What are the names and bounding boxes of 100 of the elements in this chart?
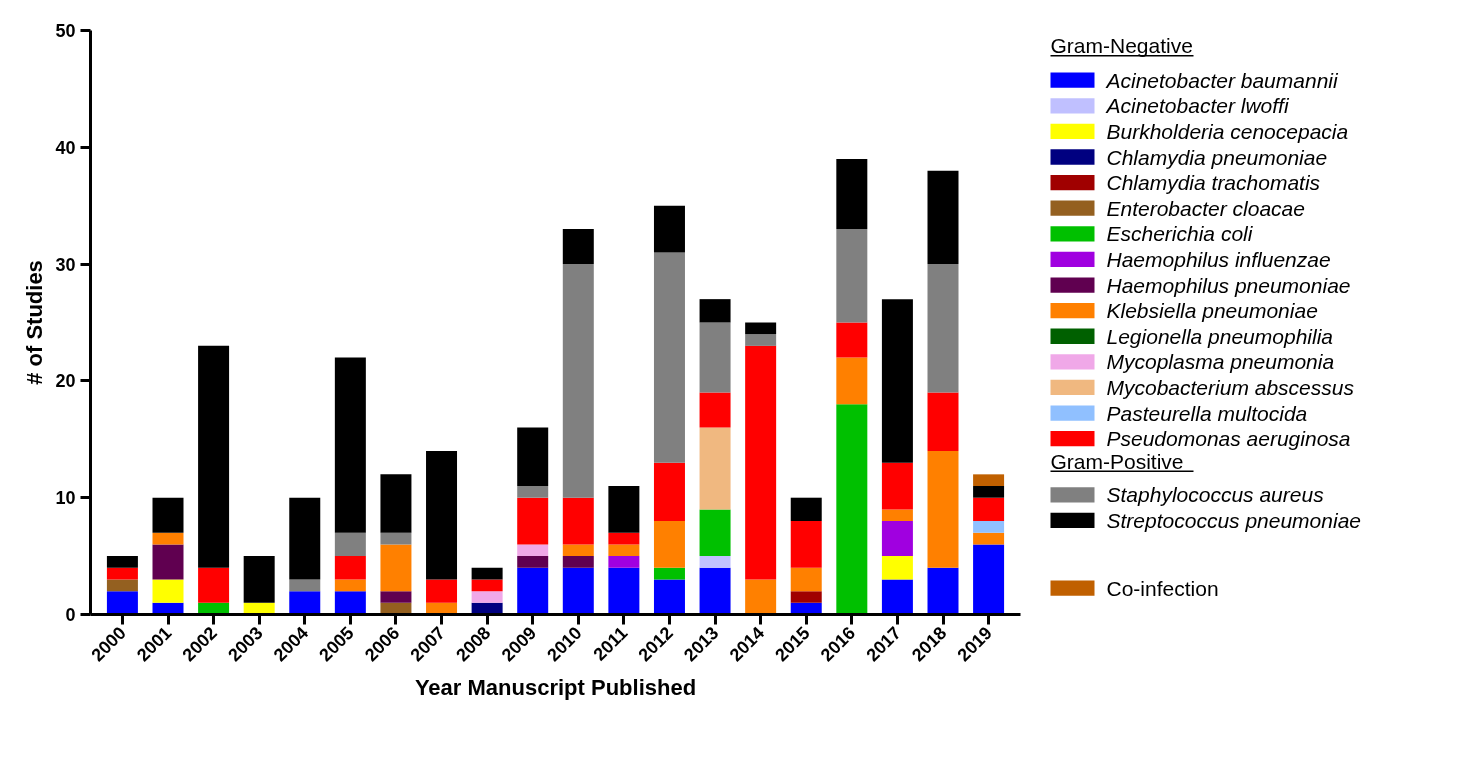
bar [106, 579, 138, 592]
legend-label: Burkholderia cenocepacia [1106, 119, 1349, 143]
bar [881, 521, 913, 557]
legend-label: Enterobacter cloacae [1106, 196, 1305, 220]
bar [790, 591, 822, 603]
legend-label: Pseudomonas aeruginosa [1106, 427, 1351, 451]
bar [699, 427, 731, 510]
bar [517, 567, 549, 615]
bar [608, 532, 640, 545]
bar [699, 392, 731, 428]
bar [106, 591, 138, 615]
bar [790, 567, 822, 592]
bar [699, 567, 731, 615]
bar [152, 579, 184, 603]
bar [745, 579, 777, 615]
legend-label: Haemophilus influenzae [1106, 247, 1331, 271]
bar [973, 474, 1005, 487]
bar [745, 322, 777, 335]
bar [653, 567, 685, 580]
bar [836, 404, 868, 615]
bar [836, 357, 868, 405]
legend-label: Klebsiella pneumoniae [1106, 299, 1318, 323]
bar [334, 579, 366, 592]
bar [198, 567, 230, 603]
bar [653, 462, 685, 522]
bar [973, 532, 1005, 545]
y-tick-label: 40 [55, 137, 76, 158]
legend-label: Haemophilus pneumoniae [1106, 273, 1351, 297]
y-tick-label: 50 [55, 21, 76, 41]
bar [699, 509, 731, 557]
bar [608, 556, 640, 568]
bar [289, 591, 321, 615]
bar [380, 591, 412, 603]
bar [517, 497, 549, 545]
bar [836, 229, 868, 323]
bar [106, 556, 138, 568]
bar [517, 556, 549, 568]
y-tick-label: 30 [55, 254, 76, 275]
bar [562, 556, 594, 568]
bar [881, 462, 913, 510]
legend-label: Pasteurella multocida [1106, 401, 1308, 425]
legend-label: Chlamydia pneumoniae [1106, 145, 1328, 169]
bar [426, 579, 458, 603]
legend-label: Staphylococcus aureus [1106, 483, 1325, 507]
legend-title: Gram-Negative [1050, 34, 1193, 58]
bar [927, 170, 959, 265]
bar [562, 229, 594, 265]
bar [334, 357, 366, 533]
text: Gram-Positive [1050, 449, 1184, 473]
y-axis-title: # of Studies [22, 260, 48, 385]
bar [517, 486, 549, 498]
bar [699, 322, 731, 393]
bar [152, 532, 184, 545]
bar [471, 579, 503, 592]
bar [608, 544, 640, 557]
bar [152, 544, 184, 580]
bar [653, 252, 685, 463]
bar [152, 497, 184, 533]
bar [562, 264, 594, 498]
legend-label: Acinetobacter lwoffi [1104, 94, 1290, 118]
bar [699, 299, 731, 323]
bar [927, 450, 959, 568]
bar [699, 556, 731, 568]
bar [745, 334, 777, 346]
bar [745, 345, 777, 580]
bar [334, 532, 366, 557]
bar [334, 556, 366, 580]
bar [289, 579, 321, 592]
legend-label: Streptococcus pneumoniae [1106, 508, 1361, 532]
bar [973, 497, 1005, 522]
bar [380, 532, 412, 545]
bar [334, 591, 366, 615]
x-axis-title: Year Manuscript Published [414, 675, 697, 700]
bar [927, 567, 959, 615]
bar [289, 497, 321, 580]
bar [426, 450, 458, 580]
bar [471, 567, 503, 580]
bar [243, 556, 275, 603]
legend-label: Chlamydia trachomatis [1106, 171, 1321, 195]
bar [881, 556, 913, 580]
legend-label: Co-infection [1106, 576, 1219, 600]
bar [198, 345, 230, 568]
legend-label: Acinetobacter baumannii [1104, 68, 1339, 92]
bar [562, 544, 594, 557]
legend-label: Mycoplasma pneumonia [1106, 350, 1335, 374]
bar [836, 322, 868, 358]
bar [608, 567, 640, 615]
y-tick-label: 10 [55, 488, 76, 509]
bar [653, 521, 685, 568]
bar [881, 579, 913, 615]
y-tick-label: 20 [55, 371, 76, 392]
bar [106, 567, 138, 580]
bar [653, 579, 685, 615]
bar [973, 544, 1005, 615]
bar [562, 497, 594, 545]
bar [471, 591, 503, 603]
bar [881, 299, 913, 463]
bar [608, 486, 640, 533]
bar [790, 497, 822, 522]
bar [380, 544, 412, 592]
